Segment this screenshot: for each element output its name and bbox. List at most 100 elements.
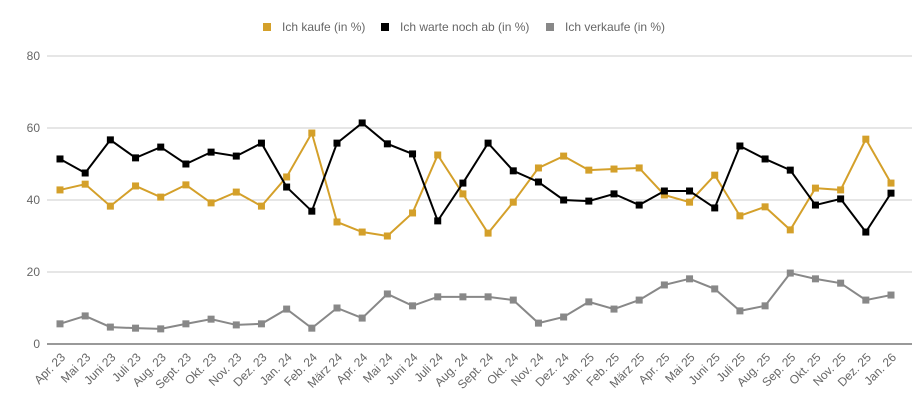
- data-point: [761, 155, 769, 163]
- data-point: [509, 167, 517, 175]
- data-point: [887, 291, 895, 299]
- data-point: [862, 296, 870, 304]
- data-point: [660, 187, 668, 195]
- data-point: [635, 296, 643, 304]
- data-point: [207, 148, 215, 156]
- legend-swatch: [381, 23, 389, 31]
- data-point: [484, 293, 492, 301]
- data-point: [635, 164, 643, 172]
- data-point: [610, 305, 618, 313]
- y-tick-label: 60: [27, 121, 41, 135]
- data-point: [862, 228, 870, 236]
- data-point: [761, 302, 769, 310]
- data-point: [811, 184, 819, 192]
- data-point: [257, 139, 265, 147]
- data-point: [534, 319, 542, 327]
- data-point: [811, 275, 819, 283]
- data-point: [308, 207, 316, 215]
- data-point: [106, 323, 114, 331]
- data-point: [660, 281, 668, 289]
- series-line: [59, 130, 892, 238]
- legend-item[interactable]: Ich warte noch ab (in %): [381, 20, 529, 34]
- data-point: [106, 202, 114, 210]
- y-tick-label: 20: [27, 265, 41, 279]
- data-point: [585, 197, 593, 205]
- data-point: [157, 193, 165, 201]
- data-point: [585, 298, 593, 306]
- data-point: [409, 150, 417, 158]
- data-point: [837, 186, 845, 194]
- data-point: [333, 218, 341, 226]
- legend-label: Ich kaufe (in %): [282, 20, 365, 34]
- data-point: [232, 152, 240, 160]
- data-point: [862, 135, 870, 143]
- legend-label: Ich warte noch ab (in %): [400, 20, 529, 34]
- data-point: [383, 290, 391, 298]
- data-point: [182, 160, 190, 168]
- data-point: [56, 186, 64, 194]
- data-point: [232, 188, 240, 196]
- data-point: [56, 320, 64, 328]
- series-0: [56, 129, 895, 240]
- data-point: [837, 279, 845, 287]
- data-point: [786, 166, 794, 174]
- data-point: [383, 232, 391, 240]
- series-1: [56, 119, 895, 236]
- data-point: [610, 190, 618, 198]
- data-point: [837, 195, 845, 203]
- data-point: [232, 321, 240, 329]
- data-point: [534, 164, 542, 172]
- data-point: [509, 198, 517, 206]
- data-point: [434, 151, 442, 159]
- data-point: [786, 226, 794, 234]
- data-point: [358, 228, 366, 236]
- series-2: [56, 269, 895, 333]
- data-point: [560, 196, 568, 204]
- data-point: [736, 142, 744, 150]
- legend-swatch: [263, 23, 271, 31]
- data-point: [132, 154, 140, 162]
- data-point: [459, 293, 467, 301]
- data-point: [409, 302, 417, 310]
- data-point: [887, 179, 895, 187]
- data-point: [182, 181, 190, 189]
- data-point: [333, 304, 341, 312]
- data-point: [207, 199, 215, 207]
- data-point: [81, 312, 89, 320]
- data-point: [434, 217, 442, 225]
- data-point: [484, 229, 492, 237]
- data-point: [56, 155, 64, 163]
- data-point: [887, 189, 895, 197]
- data-point: [711, 171, 719, 179]
- data-point: [358, 314, 366, 322]
- data-point: [509, 296, 517, 304]
- data-point: [585, 166, 593, 174]
- data-point: [761, 203, 769, 211]
- data-point: [686, 187, 694, 195]
- data-point: [207, 315, 215, 323]
- data-point: [711, 285, 719, 293]
- data-point: [434, 293, 442, 301]
- data-point: [736, 212, 744, 220]
- data-point: [635, 201, 643, 209]
- data-point: [157, 143, 165, 151]
- data-point: [811, 201, 819, 209]
- data-point: [409, 209, 417, 217]
- data-point: [132, 324, 140, 332]
- data-point: [81, 169, 89, 177]
- y-tick-label: 0: [33, 337, 40, 351]
- legend-swatch: [546, 23, 554, 31]
- data-point: [132, 182, 140, 190]
- legend-item[interactable]: Ich verkaufe (in %): [546, 20, 665, 34]
- data-point: [459, 179, 467, 187]
- legend-item[interactable]: Ich kaufe (in %): [263, 20, 365, 34]
- data-point: [660, 191, 668, 199]
- data-point: [333, 139, 341, 147]
- data-point: [308, 129, 316, 137]
- data-point: [283, 173, 291, 181]
- data-point: [257, 202, 265, 210]
- data-point: [106, 136, 114, 144]
- data-point: [786, 269, 794, 277]
- data-point: [257, 320, 265, 328]
